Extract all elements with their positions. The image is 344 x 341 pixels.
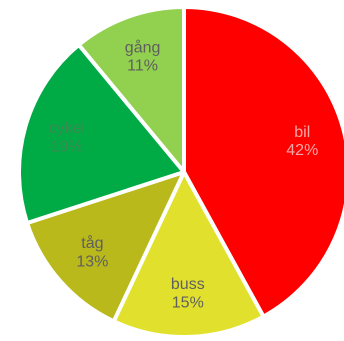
slice-percent-label: 19% bbox=[51, 139, 83, 156]
slice-percent-label: 42% bbox=[286, 142, 318, 159]
pie-slice-2 bbox=[25, 170, 186, 324]
pie-slices bbox=[17, 5, 344, 339]
slice-percent-label: 15% bbox=[172, 295, 204, 312]
pie-labels: bil 42% buss 15% tåg 13% cykel 19% gång 11% bbox=[48, 39, 318, 312]
slice-percent-label: 11% bbox=[127, 58, 158, 75]
slice-percent-label: 13% bbox=[76, 254, 108, 271]
pie-slice-label-3: cykel 19% bbox=[48, 120, 84, 155]
slice-category-label: cykel bbox=[48, 120, 84, 137]
pie-slice-label-4: gång 11% bbox=[125, 39, 161, 75]
slice-category-label: bil bbox=[294, 124, 310, 141]
pie-slice-4 bbox=[76, 5, 186, 174]
pie-slice-label-0: bil 42% bbox=[286, 124, 318, 159]
slice-category-label: tåg bbox=[81, 234, 103, 252]
pie-slice-label-1: buss 15% bbox=[171, 276, 205, 311]
slice-category-label: buss bbox=[171, 276, 205, 293]
pie-slice-1 bbox=[111, 170, 266, 339]
pie-slice-3 bbox=[17, 42, 186, 225]
pie-slice-label-2: tåg 13% bbox=[76, 234, 108, 270]
slice-category-label: gång bbox=[125, 39, 161, 57]
